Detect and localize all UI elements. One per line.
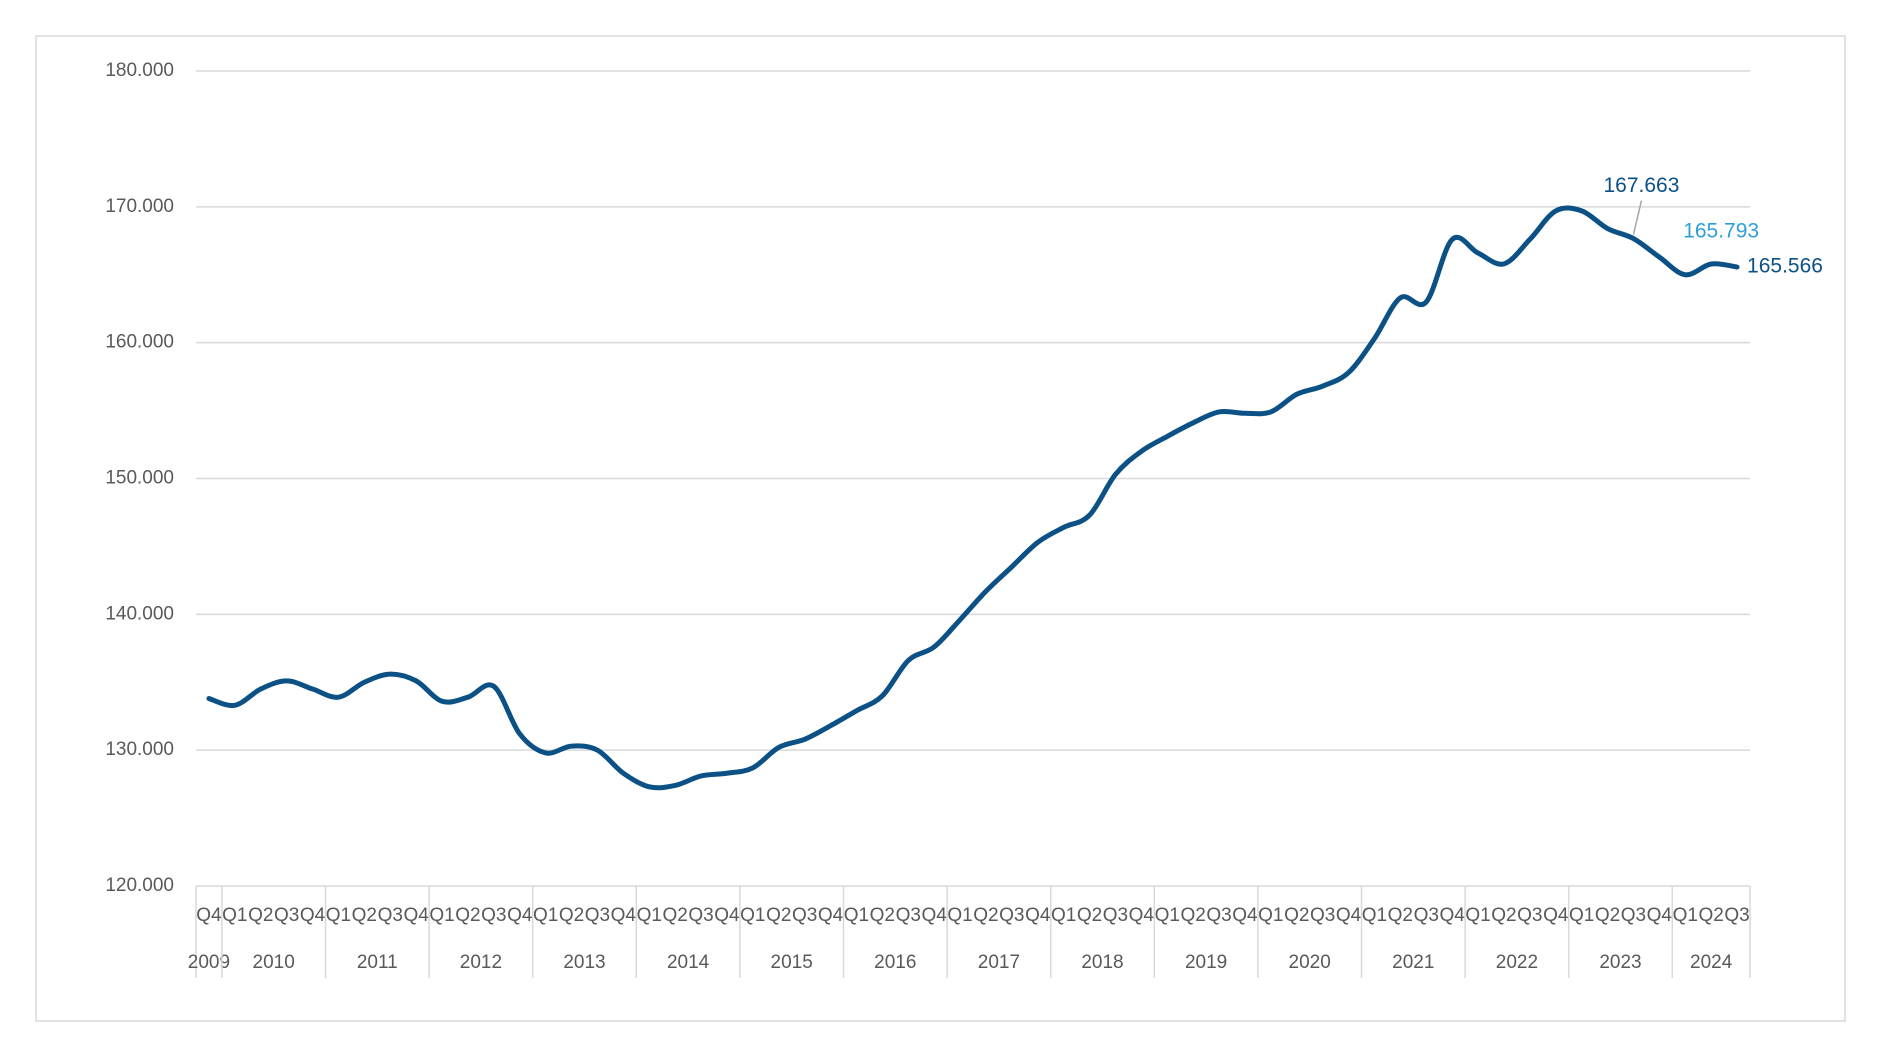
x-group-label: 2010 xyxy=(253,952,295,973)
value-label: 165.793 xyxy=(1683,220,1759,243)
y-tick-label: 160.000 xyxy=(105,332,174,353)
y-tick-label: 130.000 xyxy=(105,739,174,760)
x-tick-label: Q4 xyxy=(300,905,326,926)
x-tick-label: Q3 xyxy=(688,905,713,926)
x-tick-label: Q2 xyxy=(352,905,377,926)
x-tick-label: Q1 xyxy=(844,905,869,926)
y-tick-label: 120.000 xyxy=(105,875,174,896)
x-tick-label: Q1 xyxy=(1362,905,1387,926)
x-tick-label: Q1 xyxy=(326,905,351,926)
x-tick-label: Q3 xyxy=(274,905,299,926)
x-group-label: 2014 xyxy=(667,952,710,973)
value-label: 165.566 xyxy=(1747,255,1823,278)
x-tick-label: Q4 xyxy=(921,905,947,926)
x-tick-label: Q3 xyxy=(1206,905,1231,926)
chart-frame xyxy=(35,35,1846,1022)
x-group-label: 2016 xyxy=(874,952,916,973)
x-tick-label: Q2 xyxy=(870,905,895,926)
x-tick-label: Q3 xyxy=(378,905,403,926)
x-tick-label: Q1 xyxy=(222,905,247,926)
x-tick-label: Q4 xyxy=(1439,905,1465,926)
data-line xyxy=(206,205,1740,791)
x-group-label: 2017 xyxy=(978,952,1020,973)
x-group-label: 2018 xyxy=(1081,952,1123,973)
x-tick-label: Q1 xyxy=(1569,905,1594,926)
x-tick-label: Q3 xyxy=(999,905,1024,926)
x-tick-label: Q4 xyxy=(1129,905,1155,926)
leader-line xyxy=(1632,200,1643,235)
x-group-label: 2024 xyxy=(1690,952,1733,973)
x-group-label: 2009 xyxy=(188,952,230,973)
x-tick-label: Q1 xyxy=(1673,905,1698,926)
x-tick-label: Q1 xyxy=(1051,905,1076,926)
y-tick-label: 180.000 xyxy=(105,60,174,81)
x-tick-label: Q2 xyxy=(1180,905,1205,926)
x-tick-label: Q1 xyxy=(1155,905,1180,926)
x-tick-label: Q3 xyxy=(1310,905,1335,926)
x-tick-label: Q2 xyxy=(1491,905,1516,926)
x-tick-label: Q3 xyxy=(1414,905,1439,926)
x-tick-label: Q2 xyxy=(766,905,791,926)
x-tick-label: Q4 xyxy=(1232,905,1258,926)
x-tick-label: Q2 xyxy=(1077,905,1102,926)
x-tick-label: Q3 xyxy=(1103,905,1128,926)
x-tick-label: Q3 xyxy=(1724,905,1749,926)
x-tick-label: Q4 xyxy=(1543,905,1569,926)
x-tick-label: Q4 xyxy=(714,905,740,926)
x-tick-label: Q1 xyxy=(1465,905,1490,926)
x-group-label: 2023 xyxy=(1599,952,1641,973)
x-tick-label: Q3 xyxy=(896,905,921,926)
x-tick-label: Q2 xyxy=(1698,905,1723,926)
y-tick-label: 170.000 xyxy=(105,196,174,217)
x-tick-label: Q4 xyxy=(507,905,533,926)
x-tick-label: Q4 xyxy=(611,905,637,926)
x-tick-label: Q2 xyxy=(559,905,584,926)
y-tick-label: 140.000 xyxy=(105,603,174,624)
x-tick-label: Q1 xyxy=(740,905,765,926)
x-tick-label: Q1 xyxy=(429,905,454,926)
x-tick-label: Q2 xyxy=(1284,905,1309,926)
x-tick-label: Q2 xyxy=(455,905,480,926)
x-group-label: 2021 xyxy=(1392,952,1434,973)
x-tick-label: Q4 xyxy=(818,905,844,926)
x-tick-label: Q3 xyxy=(792,905,817,926)
x-group-label: 2019 xyxy=(1185,952,1227,973)
x-tick-label: Q4 xyxy=(1336,905,1362,926)
x-tick-label: Q2 xyxy=(662,905,687,926)
x-tick-label: Q4 xyxy=(403,905,429,926)
x-group-label: 2015 xyxy=(771,952,813,973)
x-tick-label: Q1 xyxy=(637,905,662,926)
x-tick-label: Q2 xyxy=(1595,905,1620,926)
y-tick-label: 150.000 xyxy=(105,468,174,489)
x-tick-label: Q1 xyxy=(947,905,972,926)
x-group-label: 2022 xyxy=(1496,952,1538,973)
x-tick-label: Q4 xyxy=(1025,905,1051,926)
x-tick-label: Q3 xyxy=(1517,905,1542,926)
x-tick-label: Q2 xyxy=(973,905,998,926)
x-tick-label: Q2 xyxy=(248,905,273,926)
x-tick-label: Q3 xyxy=(585,905,610,926)
x-group-label: 2013 xyxy=(563,952,605,973)
x-tick-label: Q3 xyxy=(1621,905,1646,926)
x-group-label: 2012 xyxy=(460,952,502,973)
x-tick-label: Q2 xyxy=(1388,905,1413,926)
x-group-label: 2020 xyxy=(1289,952,1331,973)
x-tick-label: Q1 xyxy=(533,905,558,926)
x-tick-label: Q1 xyxy=(1258,905,1283,926)
x-tick-label: Q4 xyxy=(196,905,222,926)
x-tick-label: Q3 xyxy=(481,905,506,926)
value-label: 167.663 xyxy=(1603,174,1679,197)
x-tick-label: Q4 xyxy=(1647,905,1673,926)
x-group-label: 2011 xyxy=(357,952,398,973)
